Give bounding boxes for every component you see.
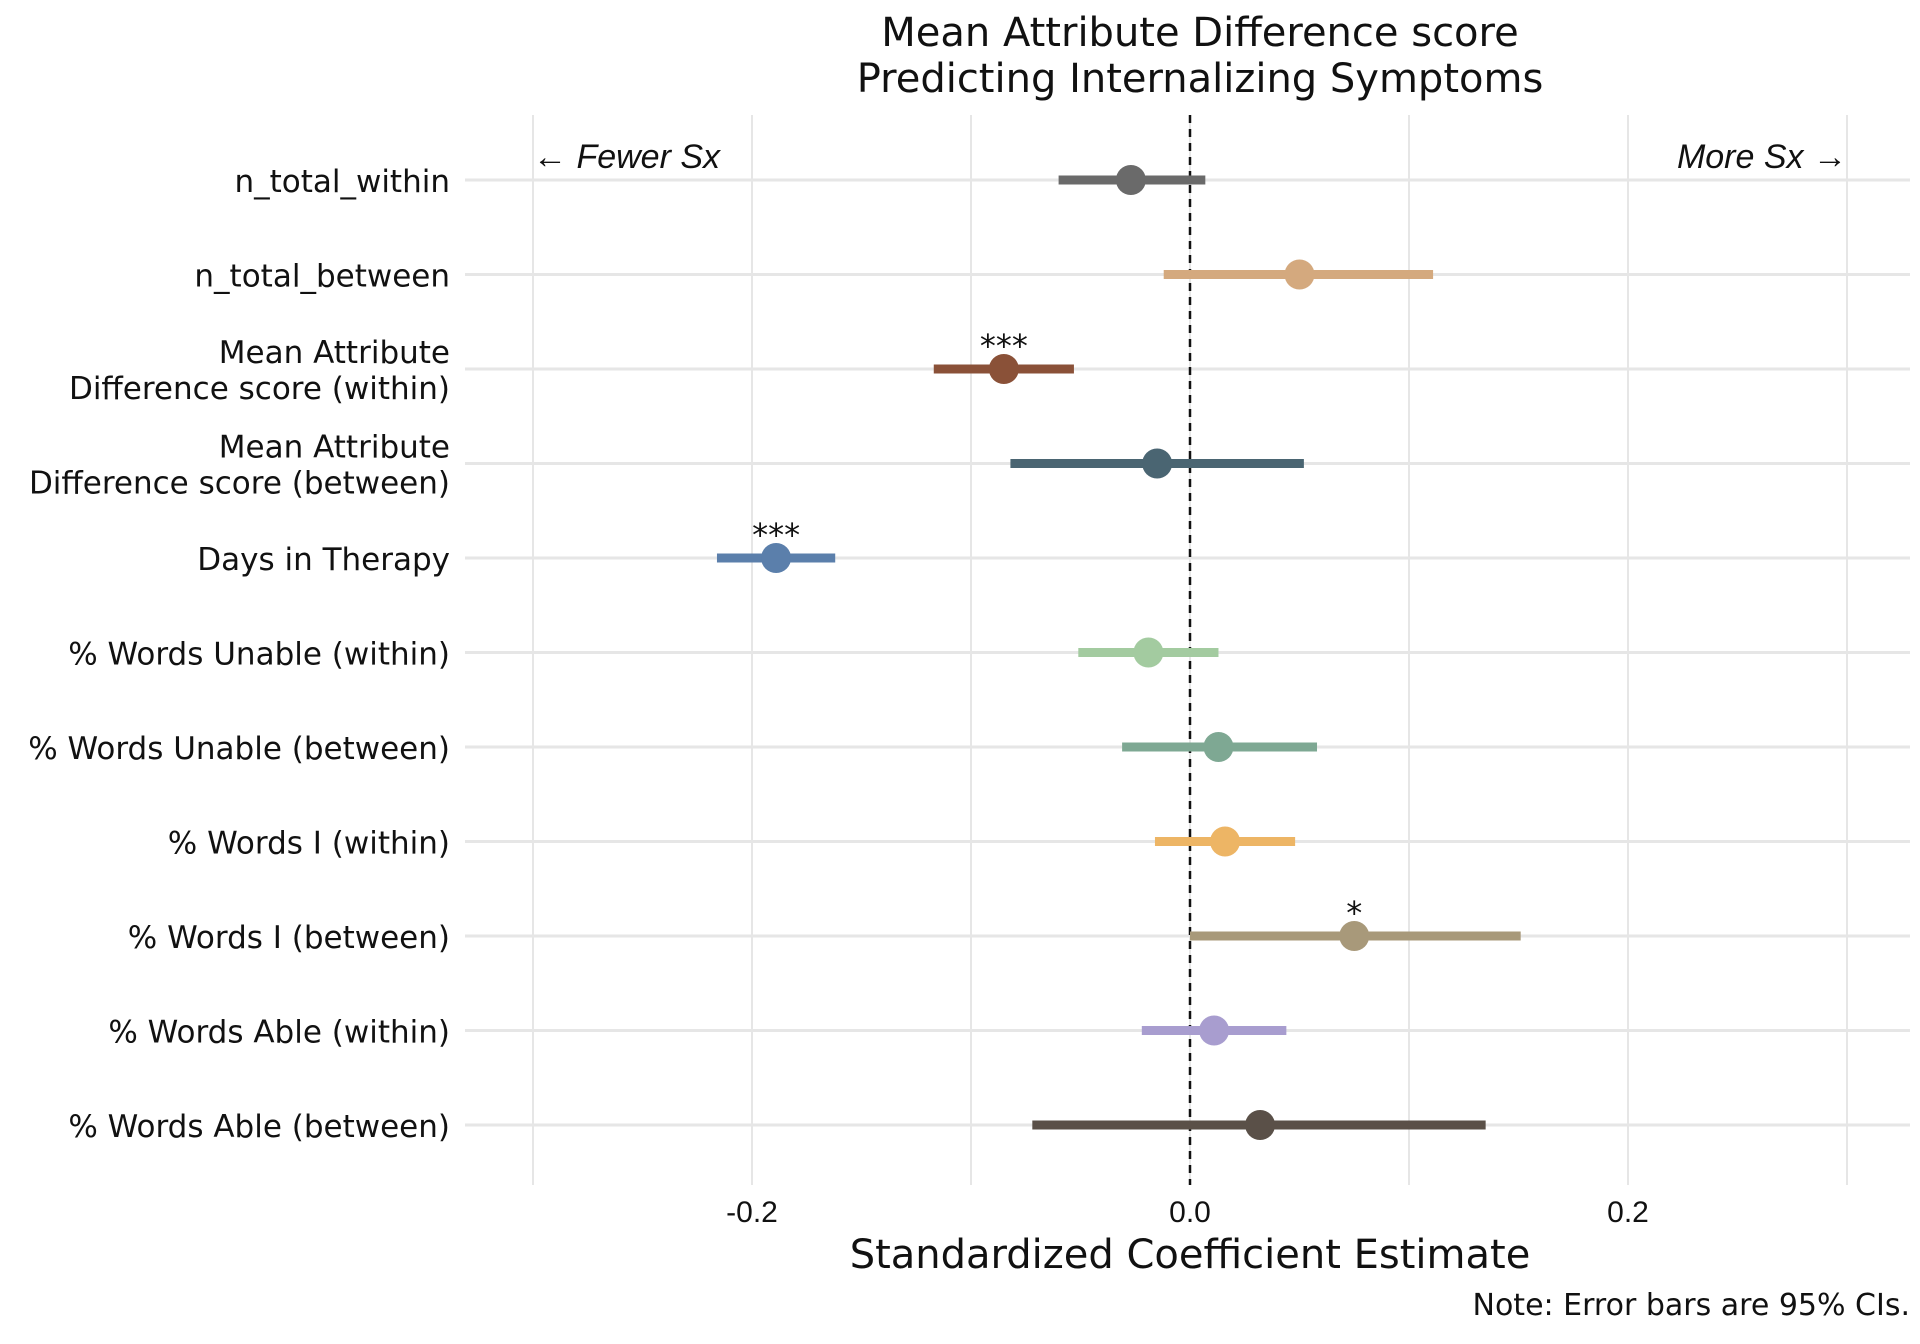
x-axis-label: Standardized Coefficient Estimate [849, 1232, 1531, 1278]
estimate-point [1203, 732, 1234, 762]
significance-label: *** [752, 516, 800, 554]
estimate-point [1210, 826, 1241, 857]
chart-note: Note: Error bars are 95% CIs. [1472, 1288, 1910, 1323]
estimate-point [988, 354, 1019, 384]
significance-label: * [1346, 894, 1362, 932]
annotation-more-sx: More Sx → [1677, 138, 1847, 176]
y-tick-label: n_total_within [234, 164, 450, 200]
estimate-point [1115, 165, 1146, 195]
y-tick-label: % Words Able (between) [68, 1109, 450, 1145]
x-tick-label: 0.0 [1169, 1196, 1211, 1229]
y-tick-label: n_total_between [194, 259, 450, 295]
significance-label: *** [980, 327, 1028, 365]
estimate-point [761, 543, 792, 573]
estimate-point [1133, 637, 1164, 668]
y-tick-label: Difference score (within) [69, 371, 450, 407]
y-tick-label: Mean Attribute [219, 335, 450, 371]
chart-title-line-2: Predicting Internalizing Symptoms [856, 56, 1544, 102]
estimate-point [1339, 921, 1370, 951]
x-tick-label: 0.2 [1607, 1196, 1649, 1229]
y-tick-label: % Words Unable (within) [68, 637, 450, 673]
annotation-fewer-sx: ← Fewer Sx [533, 138, 721, 176]
y-tick-label: % Words I (between) [128, 920, 450, 956]
estimate-point [1199, 1015, 1230, 1046]
y-tick-label: % Words I (within) [168, 826, 450, 862]
y-tick-label: Days in Therapy [197, 542, 450, 578]
y-tick-label: % Words Unable (between) [28, 731, 450, 767]
y-tick-label: % Words Able (within) [108, 1015, 450, 1051]
y-tick-label: Mean Attribute [219, 430, 450, 466]
estimate-point [1284, 259, 1315, 290]
x-tick-label: -0.2 [726, 1196, 778, 1229]
chart-title-line-1: Mean Attribute Difference score [881, 10, 1519, 56]
estimate-point [1245, 1110, 1276, 1140]
y-tick-label: Difference score (between) [29, 466, 450, 502]
estimate-point [1142, 448, 1173, 479]
